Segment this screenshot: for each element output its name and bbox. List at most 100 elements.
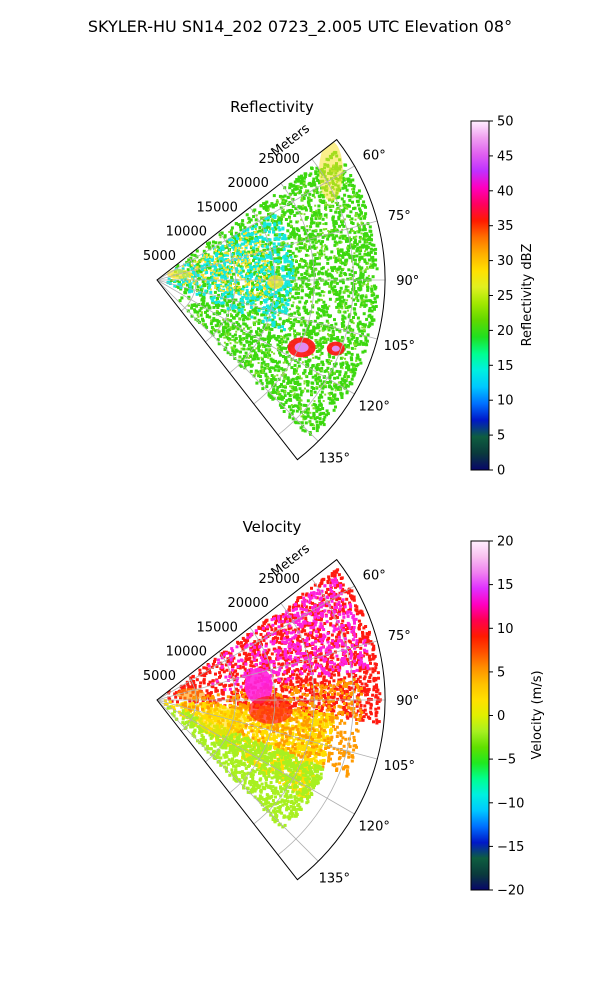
echo-pixel <box>221 304 225 308</box>
echo-pixel <box>346 375 350 379</box>
echo-pixel <box>245 324 249 328</box>
echo-pixel <box>355 278 359 281</box>
echo-pixel <box>255 347 258 350</box>
echo-pixel <box>274 364 278 368</box>
echo-pixel <box>244 351 248 355</box>
echo-pixel <box>264 363 268 367</box>
echo-pixel <box>244 316 248 319</box>
echo-pixel <box>288 192 292 196</box>
echo-pixel <box>206 282 210 286</box>
echo-pixel <box>280 337 284 341</box>
echo-pixel <box>190 289 194 293</box>
echo-pixel <box>344 260 348 264</box>
echo-pixel <box>235 251 239 255</box>
echo-pixel <box>254 218 258 222</box>
echo-pixel <box>300 630 304 634</box>
echo-pixel <box>351 255 355 259</box>
echo-pixel <box>256 642 260 646</box>
echo-pixel <box>263 271 267 275</box>
echo-pixel <box>354 339 358 343</box>
range-tick-label: 25000 <box>259 152 300 167</box>
echo-pixel <box>341 378 345 382</box>
echo-pixel <box>253 307 257 311</box>
echo-pixel <box>263 277 266 280</box>
echo-pixel <box>310 267 314 270</box>
echo-pixel <box>272 323 276 327</box>
echo-pixel <box>223 310 227 314</box>
echo-pixel <box>199 681 203 685</box>
echo-pixel <box>238 339 242 343</box>
echo-pixel <box>266 247 270 251</box>
echo-pixel <box>315 240 317 243</box>
echo-pixel <box>343 218 346 221</box>
echo-pixel <box>245 359 249 363</box>
echo-pixel <box>361 688 365 692</box>
echo-pixel <box>203 276 205 279</box>
echo-pixel <box>244 264 247 267</box>
echo-pixel <box>358 252 362 256</box>
echo-pixel <box>249 302 253 305</box>
echo-pixel <box>238 324 242 328</box>
echo-pixel <box>208 276 212 280</box>
echo-pixel <box>295 185 299 189</box>
echo-pixel <box>241 247 244 250</box>
echo-pixel <box>369 712 373 716</box>
echo-pixel <box>285 274 289 278</box>
echo-pixel <box>334 389 337 392</box>
echo-pixel <box>358 225 361 228</box>
echo-pixel <box>357 189 361 193</box>
echo-pixel <box>242 293 245 296</box>
range-tick-label: 10000 <box>166 225 207 240</box>
echo-pixel <box>309 423 313 427</box>
echo-pixel <box>235 687 238 691</box>
echo-pixel <box>369 250 373 254</box>
echo-pixel <box>359 268 363 272</box>
echo-pixel <box>304 208 308 212</box>
echo-pixel <box>200 274 203 276</box>
echo-pixel <box>333 318 336 322</box>
echo-pixel <box>212 312 216 316</box>
echo-pixel <box>206 261 210 265</box>
echo-pixel <box>230 226 234 230</box>
echo-pixel <box>377 676 380 680</box>
echo-pixel <box>256 273 259 276</box>
echo-pixel <box>345 360 347 363</box>
echo-pixel <box>214 318 217 322</box>
echo-pixel <box>375 267 379 271</box>
echo-pixel <box>256 248 259 251</box>
echo-pixel <box>288 394 292 397</box>
echo-pixel <box>247 282 250 285</box>
echo-pixel <box>289 297 292 300</box>
echo-pixel <box>358 228 362 232</box>
echo-pixel <box>300 242 304 245</box>
echo-pixel <box>265 225 269 229</box>
echo-pixel <box>229 284 232 287</box>
echo-pixel <box>263 248 267 252</box>
echo-pixel <box>273 310 277 314</box>
echo-pixel <box>284 218 288 221</box>
echo-pixel <box>336 297 340 301</box>
echo-pixel <box>244 246 248 250</box>
echo-pixel <box>257 322 261 325</box>
echo-pixel <box>259 328 262 332</box>
echo-pixel <box>344 302 348 305</box>
echo-pixel <box>352 290 355 293</box>
echo-pixel <box>313 681 317 684</box>
echo-pixel <box>341 255 345 259</box>
echo-pixel <box>217 342 221 346</box>
echo-pixel <box>279 349 283 353</box>
echo-pixel <box>369 316 373 320</box>
echo-pixel <box>298 263 302 267</box>
echo-pixel <box>315 363 319 367</box>
echo-pixel <box>355 359 358 362</box>
echo-pixel <box>201 319 205 323</box>
echo-pixel <box>290 304 294 308</box>
echo-pixel <box>361 284 364 287</box>
echo-pixel <box>283 194 287 198</box>
echo-pixel <box>259 265 262 269</box>
echo-pixel <box>251 285 255 289</box>
echo-pixel <box>362 312 366 316</box>
echo-pixel <box>288 412 292 416</box>
echo-pixel <box>306 414 310 418</box>
echo-pixel <box>363 635 367 639</box>
